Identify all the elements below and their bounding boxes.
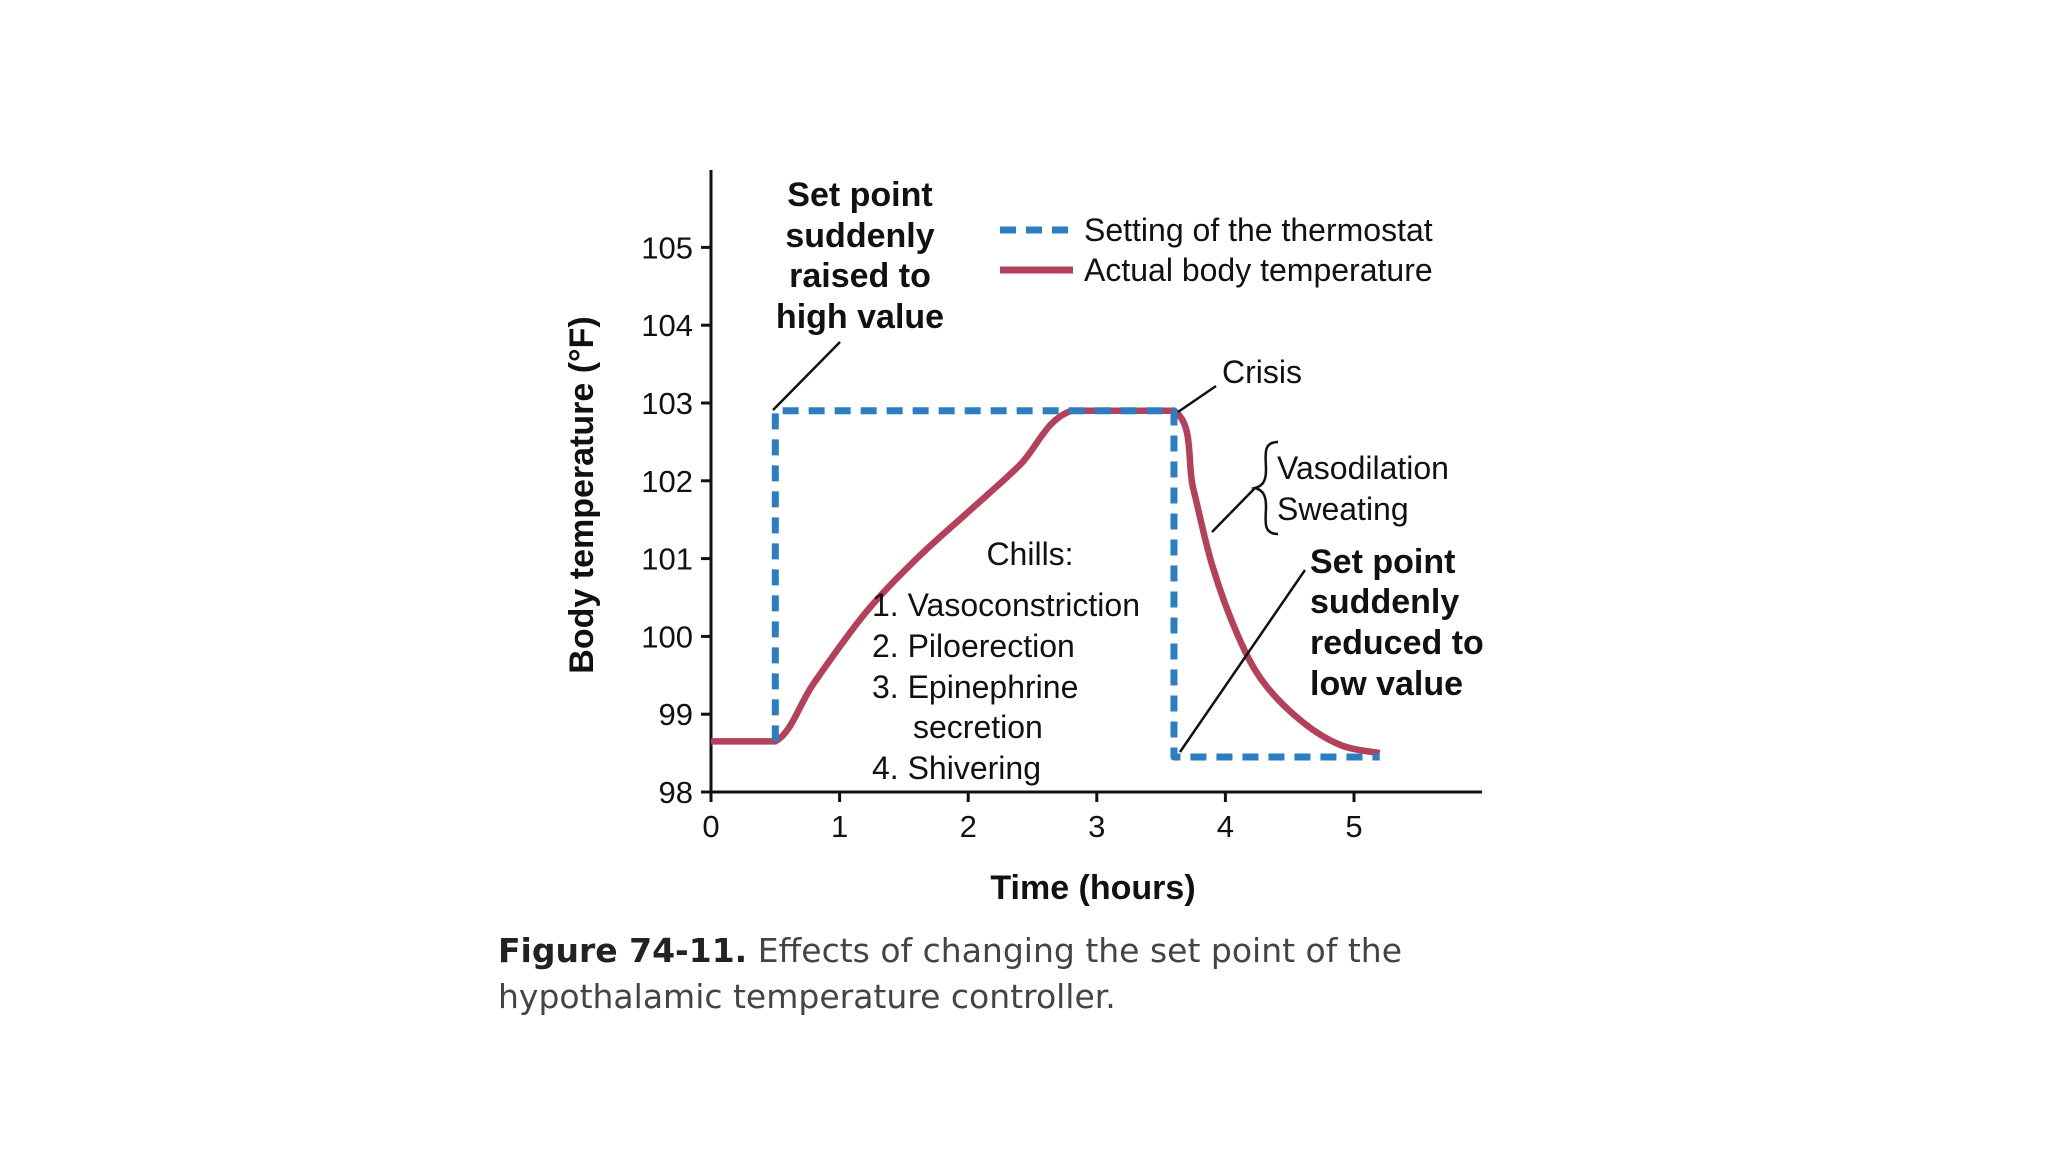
annotation-line: Set point	[787, 176, 932, 214]
annotation-pointer	[1178, 569, 1307, 753]
annotation-pointer	[772, 341, 841, 411]
y-tick-label: 104	[641, 308, 693, 343]
annotation-set-point-raised: Set point suddenly raised to high value	[772, 176, 944, 411]
chills-item: 2. Piloerection	[872, 628, 1075, 664]
x-tick-label: 0	[702, 809, 719, 844]
series-layer	[711, 407, 1381, 761]
y-tick-label: 102	[641, 464, 693, 499]
chills-item: 1. Vasoconstriction	[872, 587, 1140, 623]
x-axis-title: Time (hours)	[990, 869, 1195, 907]
figure-caption: Figure 74-11. Effects of changing the se…	[498, 928, 1618, 1020]
chills-item: 4. Shivering	[872, 750, 1041, 786]
annotation-vasodilation: Vasodilation Sweating	[1211, 440, 1449, 536]
x-tick-label: 4	[1217, 809, 1234, 844]
brace	[1250, 440, 1279, 536]
annotation-line: high value	[776, 298, 944, 336]
annotation-line: suddenly	[1310, 583, 1459, 621]
legend-label: Actual body temperature	[1084, 252, 1433, 288]
caption-label: Figure 74-11.	[498, 931, 748, 970]
y-tick-label: 98	[659, 775, 693, 810]
annotation-crisis: Crisis	[1177, 354, 1302, 414]
y-tick-label: 103	[641, 386, 693, 421]
y-tick-label: 101	[641, 542, 693, 577]
chills-item: secretion	[913, 709, 1043, 745]
annotation-line: Sweating	[1277, 491, 1409, 527]
y-tick-label: 100	[641, 619, 693, 654]
legend-label: Setting of the thermostat	[1084, 212, 1433, 248]
series-body-temperature-line	[711, 407, 1381, 757]
caption-text: Effects of changing the set point of the…	[498, 931, 1402, 1016]
x-tick-label: 5	[1345, 809, 1362, 844]
annotation-line: raised to	[789, 257, 931, 295]
y-tick-label: 99	[659, 697, 693, 732]
chills-item: 3. Epinephrine	[872, 669, 1078, 705]
annotation-line: Vasodilation	[1277, 450, 1449, 486]
y-tick-label: 105	[641, 230, 693, 265]
chills-title: Chills:	[986, 536, 1073, 572]
x-tick-label: 3	[1088, 809, 1105, 844]
series-thermostat-line	[771, 407, 1380, 761]
annotation-line: reduced to	[1310, 624, 1484, 662]
annotation-pointer	[1211, 487, 1256, 533]
x-tick-label: 2	[960, 809, 977, 844]
annotation-chills: Chills: 1. Vasoconstriction 2. Piloerect…	[872, 536, 1140, 786]
y-axis-title: Body temperature (°F)	[563, 316, 601, 673]
annotation-set-point-reduced: Set point suddenly reduced to low value	[1178, 543, 1484, 753]
annotation-line: suddenly	[785, 217, 934, 255]
ticks: 0 1 2 3 4 5 98 99 100 101 102 103 104 105	[641, 230, 1362, 844]
x-tick-label: 1	[831, 809, 848, 844]
annotation-crisis-label: Crisis	[1222, 354, 1302, 390]
annotation-pointer	[1177, 384, 1217, 414]
legend: Setting of the thermostat Actual body tem…	[1000, 212, 1433, 288]
annotation-line: low value	[1310, 665, 1463, 703]
annotation-line: Set point	[1310, 543, 1455, 581]
